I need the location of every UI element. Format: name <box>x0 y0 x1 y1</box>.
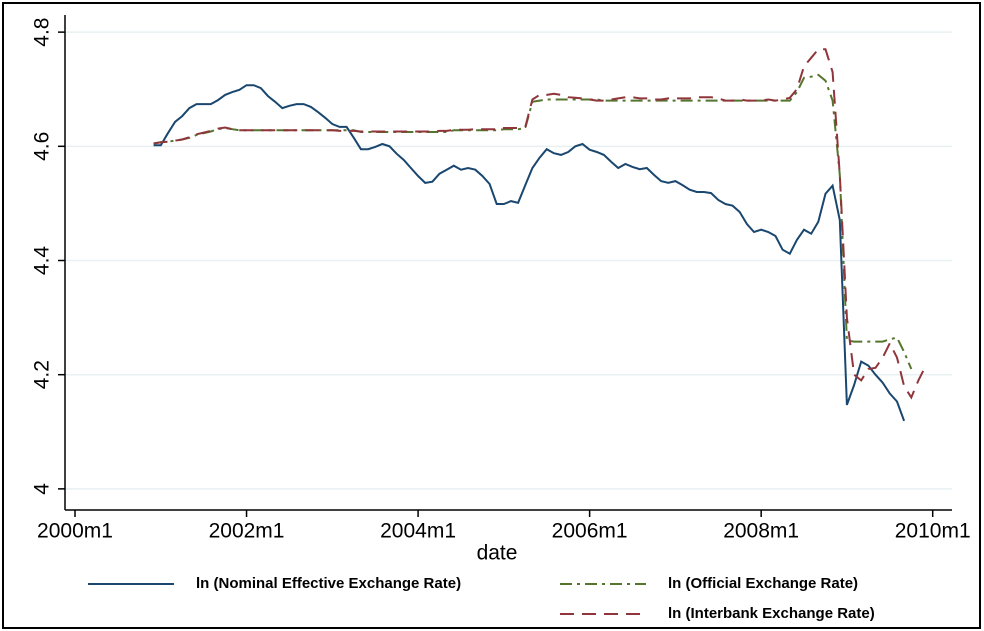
y-tick-label: 4.8 <box>31 18 54 47</box>
legend-label: ln (Interbank Exchange Rate) <box>668 605 875 622</box>
x-tick-label: 2006m1 <box>552 520 628 543</box>
x-tick-label: 2010m1 <box>895 520 971 543</box>
y-tick-label: 4.4 <box>31 246 54 276</box>
x-tick-label: 2004m1 <box>380 520 456 543</box>
x-tick-label: 2002m1 <box>209 520 285 543</box>
x-axis-title: date <box>477 542 518 565</box>
y-tick-label: 4 <box>31 483 54 495</box>
series-line <box>153 84 906 422</box>
y-tick-label: 4.6 <box>31 132 54 161</box>
y-tick-label: 4.2 <box>31 360 54 389</box>
legend-label: ln (Official Exchange Rate) <box>668 575 858 592</box>
x-tick-label: 2008m1 <box>723 520 799 543</box>
legend-label: ln (Nominal Effective Exchange Rate) <box>196 575 461 592</box>
x-tick-label: 2000m1 <box>37 520 113 543</box>
